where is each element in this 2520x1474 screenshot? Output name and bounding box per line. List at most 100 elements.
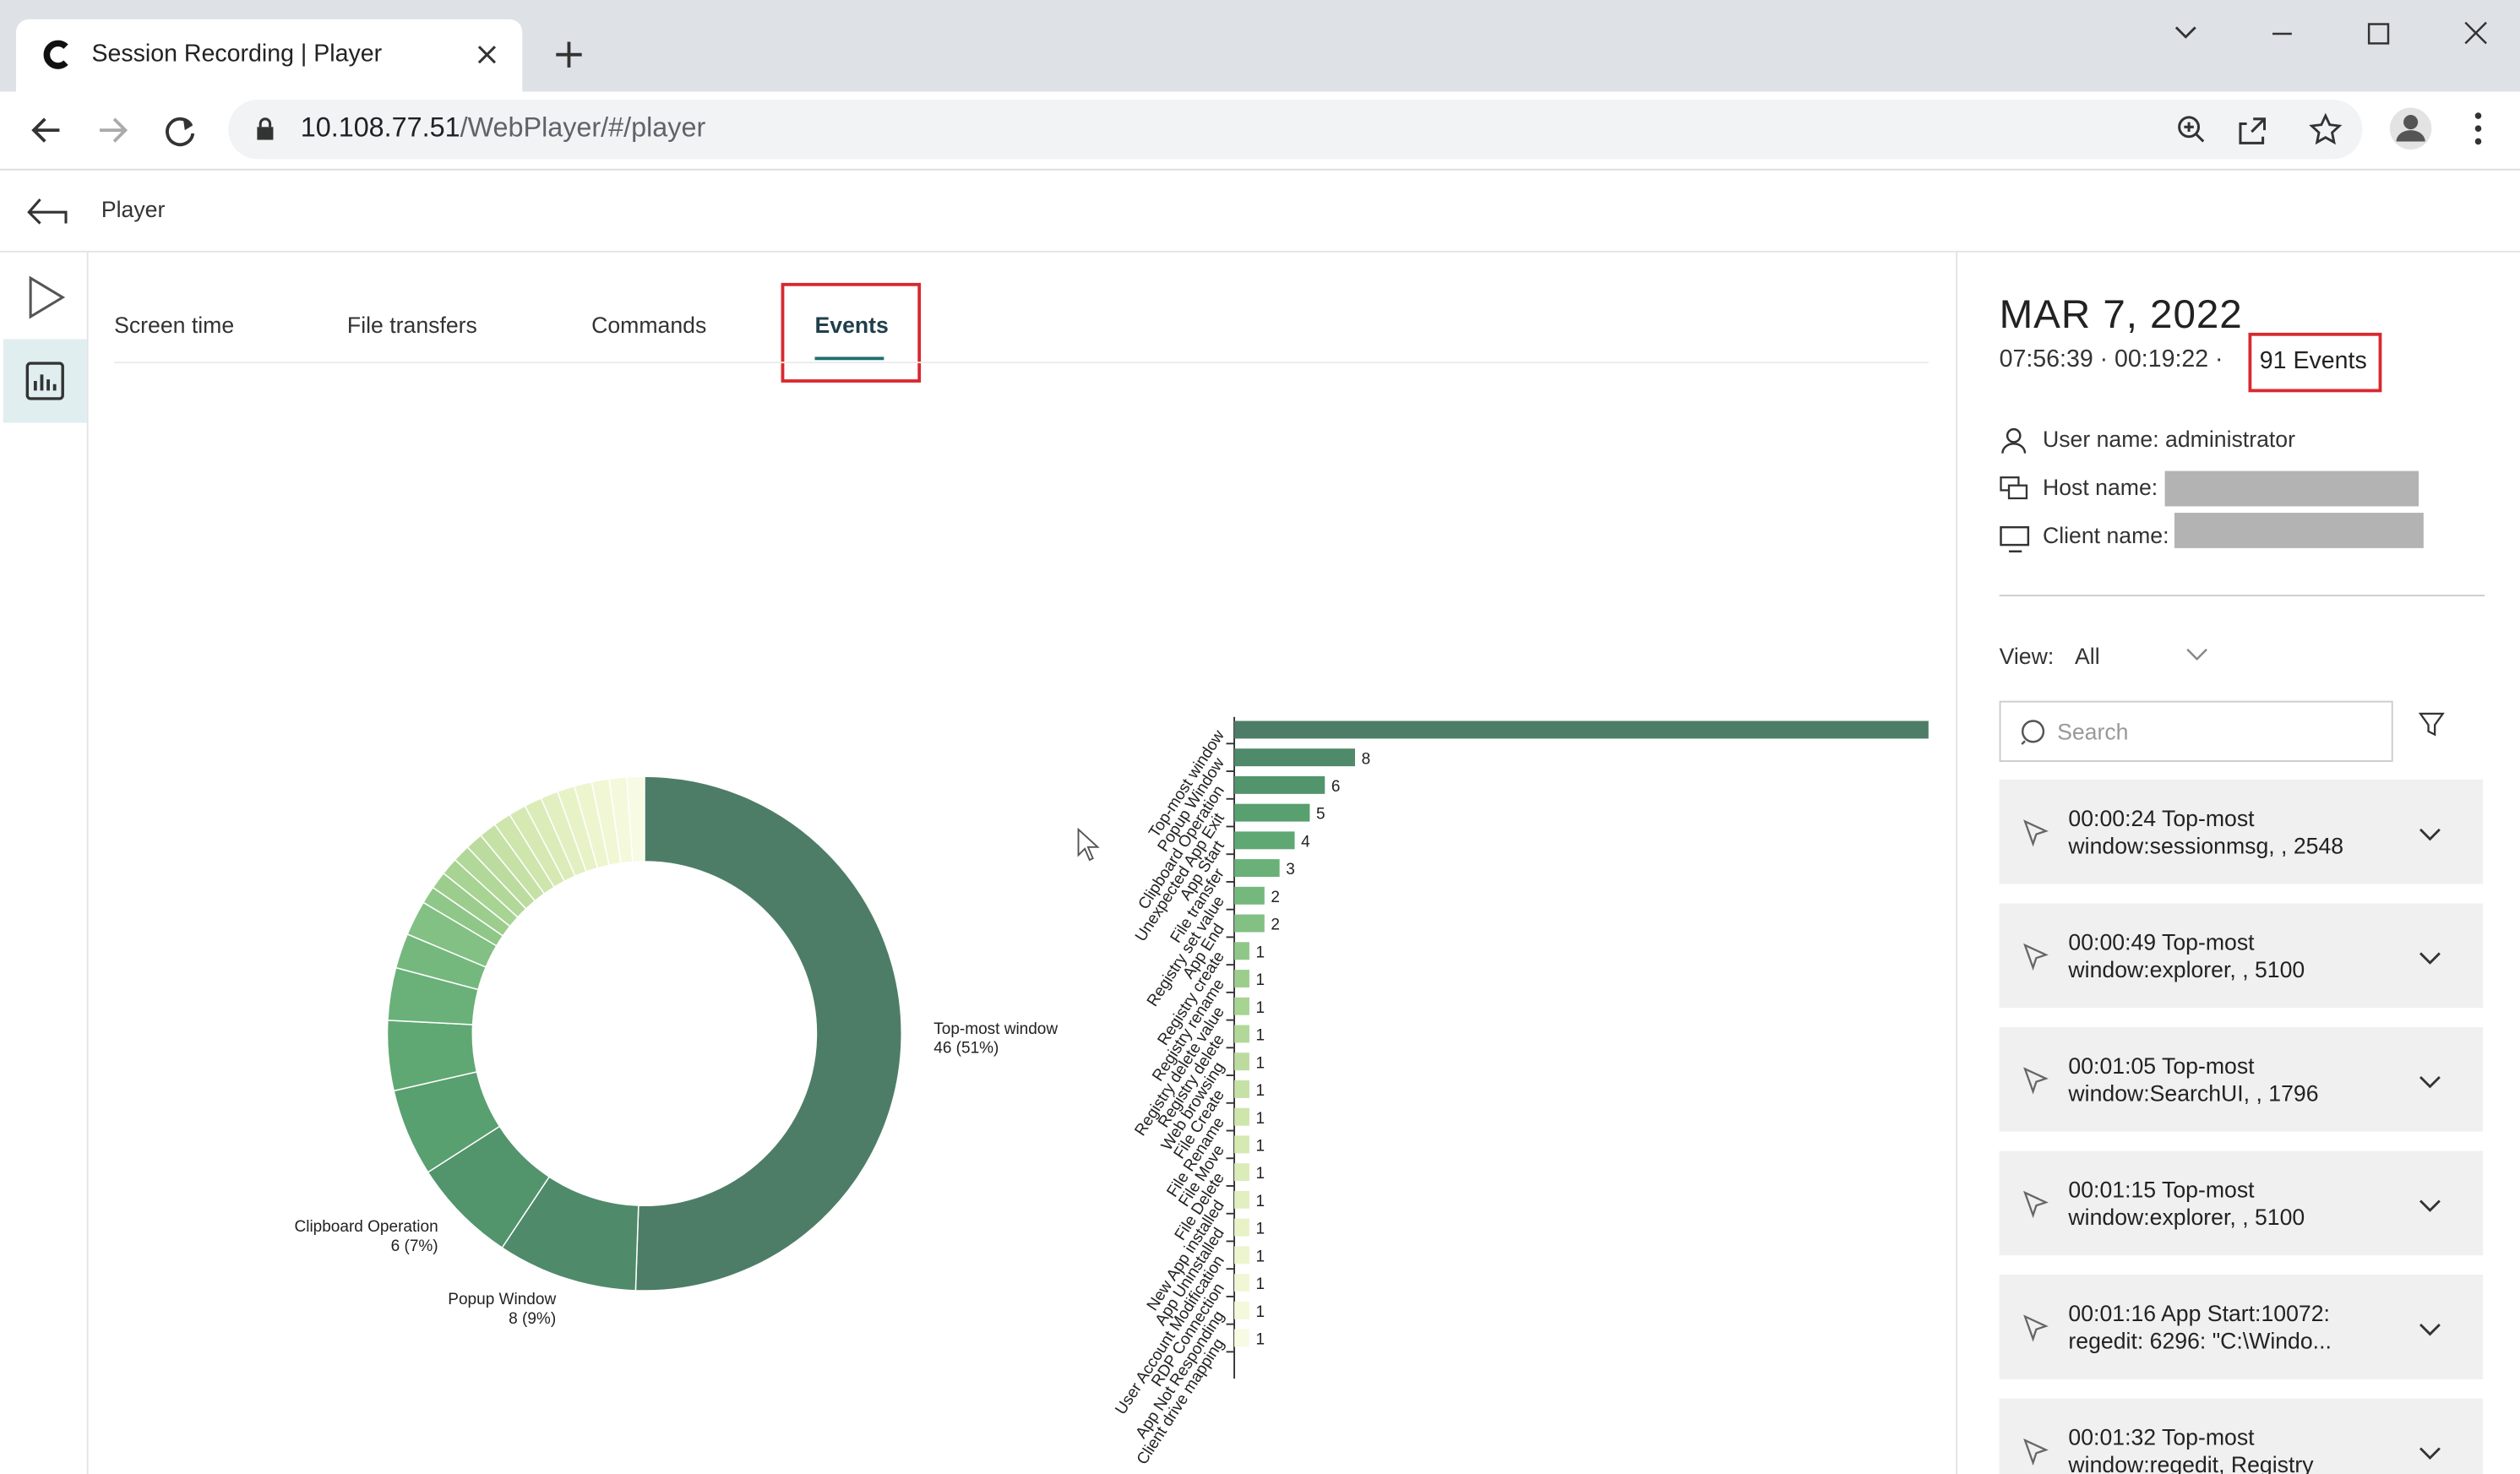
bar <box>1234 1052 1249 1071</box>
bar <box>1234 1025 1249 1043</box>
nav-buttons[interactable] <box>29 112 205 148</box>
donut-label: Popup Window <box>448 1291 556 1308</box>
tab-divider <box>114 362 1929 364</box>
search-box[interactable]: Search <box>1999 700 2393 762</box>
tab-label[interactable]: Commands <box>591 312 707 338</box>
bar-value-label: 1 <box>1256 1331 1265 1349</box>
bar <box>1234 1107 1249 1126</box>
new-tab[interactable] <box>552 39 585 71</box>
bar <box>1234 886 1265 905</box>
filter-button[interactable] <box>2419 712 2445 737</box>
cursor-icon <box>2023 819 2049 847</box>
cursor-icon <box>2023 1438 2049 1466</box>
bar-value-label: 1 <box>1256 1275 1265 1293</box>
profile-menu[interactable] <box>2388 106 2501 155</box>
bar-value-label: 8 <box>1362 750 1371 768</box>
event-card[interactable]: 00:01:32 Top-most window:regedit, Registr… <box>1999 1398 2484 1474</box>
donut-segment <box>626 775 645 863</box>
expand-arrow[interactable] <box>2419 826 2441 842</box>
event-text: 00:01:16 App Start:10072: regedit: 6296: … <box>2068 1300 2331 1355</box>
tab-label[interactable]: File transfers <box>346 312 477 338</box>
bar-value-label: 3 <box>1286 861 1295 878</box>
address-bar[interactable]: 10.108.77.51/WebPlayer/#/player <box>228 99 2363 160</box>
donut-segment <box>634 775 902 1292</box>
bar-value-label: 1 <box>1256 1303 1265 1321</box>
expand-arrow[interactable] <box>2419 1445 2441 1461</box>
bar-value-label: 1 <box>1256 1082 1265 1100</box>
event-card[interactable]: 00:01:16 App Start:10072: regedit: 6296: … <box>1999 1275 2484 1379</box>
bar <box>1234 803 1310 822</box>
host-name: Host name: <box>2042 474 2158 500</box>
event-line: 00:01:32 Top-most <box>2068 1424 2255 1450</box>
stats-icon <box>25 362 64 400</box>
highlight-box <box>781 282 922 383</box>
events-count: 91 Events <box>2248 332 2382 393</box>
bar <box>1234 1274 1249 1292</box>
app-header: Player <box>0 171 2520 253</box>
bar <box>1234 1329 1249 1347</box>
bar-value-label: 6 <box>1331 778 1341 796</box>
bar <box>1234 721 1929 739</box>
tab-label[interactable]: Screen time <box>114 312 235 338</box>
dropdown-arrow[interactable] <box>2185 646 2208 662</box>
tab-title: Session Recording | Player <box>91 40 383 68</box>
donut-value-label: 8 (9%) <box>509 1310 556 1328</box>
event-card[interactable]: 00:01:15 Top-most window:explorer, , 5100 <box>1999 1150 2484 1256</box>
bar-value-label: 1 <box>1256 1054 1265 1072</box>
bar <box>1234 1301 1249 1319</box>
event-text: 00:01:05 Top-most window:SearchUI, , 1796 <box>2068 1052 2318 1107</box>
charts: Top-most window 46 (51%) Popup Window 8 (9%… <box>294 716 1929 1468</box>
expand-arrow[interactable] <box>2419 1321 2441 1337</box>
cursor-icon <box>2023 943 2049 971</box>
window-controls[interactable] <box>2169 16 2507 55</box>
bar <box>1234 1190 1249 1209</box>
view-label: View: <box>1999 643 2055 669</box>
redacted <box>2164 470 2419 507</box>
bar <box>1234 1218 1249 1237</box>
bar <box>1234 1163 1249 1182</box>
bar <box>1234 1135 1249 1154</box>
bar <box>1234 1246 1249 1265</box>
omnibox-icons[interactable] <box>2173 112 2349 148</box>
browser-tab[interactable]: Session Recording | Player <box>16 19 523 92</box>
tab-label[interactable]: Events <box>814 312 889 338</box>
bar <box>1234 997 1249 1015</box>
event-line: window:explorer, , 5100 <box>2068 956 2305 982</box>
bar-value-label: 1 <box>1256 1138 1265 1156</box>
expand-arrow[interactable] <box>2419 1074 2441 1090</box>
url-host: 10.108.77.51 <box>300 112 460 144</box>
play-nav[interactable] <box>25 275 67 319</box>
event-card[interactable]: 00:00:24 Top-most window:sessionmsg, , 25… <box>1999 779 2484 884</box>
expand-arrow[interactable] <box>2419 950 2441 966</box>
tab-close[interactable] <box>477 45 497 64</box>
bar <box>1234 1080 1249 1098</box>
view-select[interactable]: All <box>2075 643 2100 669</box>
back-button[interactable] <box>25 193 70 228</box>
search-icon <box>2021 720 2045 745</box>
event-card[interactable]: 00:01:05 Top-most window:SearchUI, , 1796 <box>1999 1026 2484 1132</box>
donut-value-label: 46 (51%) <box>933 1040 999 1058</box>
event-card[interactable]: 00:00:49 Top-most window:explorer, , 5100 <box>1999 903 2484 1009</box>
bar <box>1234 831 1295 850</box>
event-text: 00:00:49 Top-most window:explorer, , 5100 <box>2068 929 2305 984</box>
event-line: regedit: 6296: "C:\Windo... <box>2068 1327 2332 1354</box>
event-line: window:regedit, Registry <box>2068 1451 2314 1474</box>
bar-value-label: 1 <box>1256 1165 1265 1183</box>
event-line: window:sessionmsg, , 2548 <box>2068 832 2344 859</box>
bar <box>1234 914 1265 933</box>
donut-label: Clipboard Operation <box>294 1218 438 1236</box>
bar <box>1234 748 1355 767</box>
mouse-cursor <box>1077 828 1100 862</box>
stats-nav[interactable] <box>3 339 87 423</box>
expand-arrow[interactable] <box>2419 1198 2441 1214</box>
bar-value-label: 5 <box>1316 806 1325 824</box>
lock-icon <box>257 117 274 140</box>
session-date: MAR 7, 2022 <box>1999 292 2243 338</box>
bar-value-label: 1 <box>1256 944 1265 961</box>
bar <box>1234 775 1325 794</box>
bar <box>1234 970 1249 987</box>
donut-label: Top-most window <box>933 1020 1058 1038</box>
client-name: Client name: <box>2042 522 2169 548</box>
event-text: 00:01:15 Top-most window:explorer, , 5100 <box>2068 1177 2305 1232</box>
